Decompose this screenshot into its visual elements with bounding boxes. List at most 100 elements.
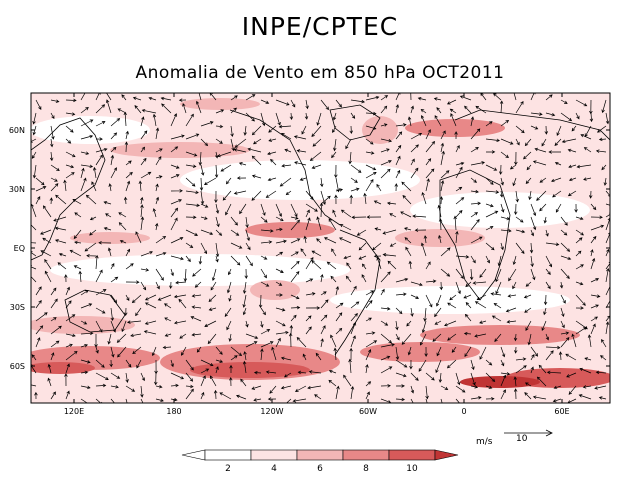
wind-arrow-193	[583, 147, 592, 153]
wind-arrow-830	[200, 368, 210, 374]
wind-arrow-198	[80, 164, 94, 169]
wind-arrow-479	[198, 255, 203, 265]
wind-arrow-509	[57, 262, 67, 270]
wind-arrow-416	[414, 228, 427, 232]
wind-arrow-206	[200, 164, 205, 176]
wind-arrow-139	[365, 138, 374, 145]
wind-arrow-518	[192, 268, 202, 277]
wind-arrow-537	[479, 268, 487, 278]
wind-arrow-611	[425, 294, 433, 308]
wind-arrow-624	[35, 300, 42, 309]
wind-arrow-411	[339, 224, 352, 231]
wind-arrow-14	[245, 94, 256, 101]
wind-arrow-386	[560, 216, 568, 226]
wind-arrow-20	[335, 99, 342, 108]
wind-arrow-800	[333, 347, 337, 361]
wind-arrow-536	[469, 268, 474, 281]
wind-arrow-540	[530, 268, 536, 281]
wind-arrow-175	[309, 151, 322, 161]
wind-arrow-578	[512, 281, 517, 290]
wind-arrow-779	[601, 338, 607, 348]
wind-arrow-524	[290, 260, 300, 270]
wind-arrow-900	[80, 398, 90, 403]
wind-arrow-312	[35, 196, 41, 205]
wind-arrow-205	[185, 164, 197, 168]
wind-arrow-253	[320, 177, 324, 188]
wind-arrow-869	[200, 375, 206, 387]
wind-arrow-872	[240, 378, 247, 387]
wind-arrow-334	[363, 192, 367, 205]
wind-arrow-682	[320, 314, 328, 322]
wind-arrow-378	[437, 204, 442, 218]
wind-arrow-827	[153, 372, 158, 386]
wind-arrow-817	[584, 357, 592, 361]
wind-arrow-532	[408, 260, 413, 270]
wind-arrow-848	[470, 372, 476, 386]
wind-arrow-641	[290, 305, 301, 310]
wind-arrow-358	[140, 204, 144, 218]
colorbar-label-10: 10	[406, 464, 418, 474]
wind-arrow-849	[485, 372, 496, 383]
wind-arrow-507	[31, 265, 37, 270]
wind-arrow-197	[65, 164, 75, 169]
wind-arrow-582	[575, 281, 584, 286]
wind-arrow-476	[155, 251, 167, 257]
wind-arrow-659	[560, 307, 565, 317]
wind-arrow-587	[65, 286, 70, 296]
wind-arrow-526	[311, 260, 322, 270]
wind-arrow-541	[545, 268, 551, 275]
wind-arrow-776	[560, 337, 570, 348]
wind-arrow-485	[290, 251, 299, 257]
wind-arrow-515	[155, 268, 164, 281]
wind-arrow-228	[526, 164, 532, 171]
wind-arrow-592	[131, 294, 142, 304]
wind-arrow-553	[140, 281, 147, 291]
wind-arrow-148	[500, 138, 514, 145]
wind-arrow-694	[491, 315, 502, 322]
wind-arrow-918	[350, 386, 355, 400]
wind-arrow-457	[455, 230, 459, 244]
lon-label-180: 180	[166, 407, 181, 416]
wind-arrow-846	[438, 372, 443, 383]
wind-arrow-178	[365, 151, 375, 155]
wind-arrow-15	[260, 99, 270, 104]
wind-arrow-32	[513, 93, 517, 101]
wind-arrow-338	[421, 192, 427, 205]
wind-arrow-89	[200, 121, 214, 127]
wind-arrow-893	[553, 385, 562, 390]
wind-arrow-759	[296, 336, 307, 348]
wind-arrow-564	[305, 278, 314, 283]
wind-arrow-670	[126, 320, 142, 324]
wind-arrow-188	[514, 151, 518, 166]
wind-arrow-426	[575, 229, 585, 236]
wind-arrow-124	[140, 130, 148, 140]
wind-arrow-607	[365, 290, 375, 296]
wind-arrow-709	[130, 333, 142, 338]
wind-arrow-521	[244, 268, 248, 280]
wind-arrow-201	[125, 160, 132, 166]
wind-arrow-156	[31, 151, 37, 159]
wind-arrow-347	[555, 203, 562, 213]
wind-arrow-574	[455, 281, 461, 295]
wind-arrow-325	[225, 203, 232, 216]
wind-arrow-896	[594, 385, 607, 390]
wind-arrow-505	[590, 249, 594, 257]
wind-arrow-185	[470, 147, 479, 153]
wind-arrow-820	[47, 363, 52, 374]
wind-arrow-815	[558, 351, 563, 361]
wind-arrow-79	[50, 125, 55, 140]
wind-arrow-651	[434, 307, 442, 318]
wind-arrow-875	[280, 385, 292, 390]
wind-arrow-182	[425, 140, 436, 153]
coast-eurasia	[454, 109, 610, 141]
wind-arrow-192	[567, 148, 577, 153]
colorbar-label-4: 4	[271, 464, 277, 474]
wind-arrow-782	[65, 350, 78, 361]
wind-arrow-557	[194, 281, 202, 288]
wind-arrow-135	[293, 135, 307, 140]
wind-arrow-155	[598, 137, 607, 142]
wind-arrow-74	[560, 112, 573, 122]
wind-arrow-387	[575, 216, 584, 221]
wind-arrow-343	[500, 203, 505, 213]
wind-arrow-290	[285, 190, 292, 196]
